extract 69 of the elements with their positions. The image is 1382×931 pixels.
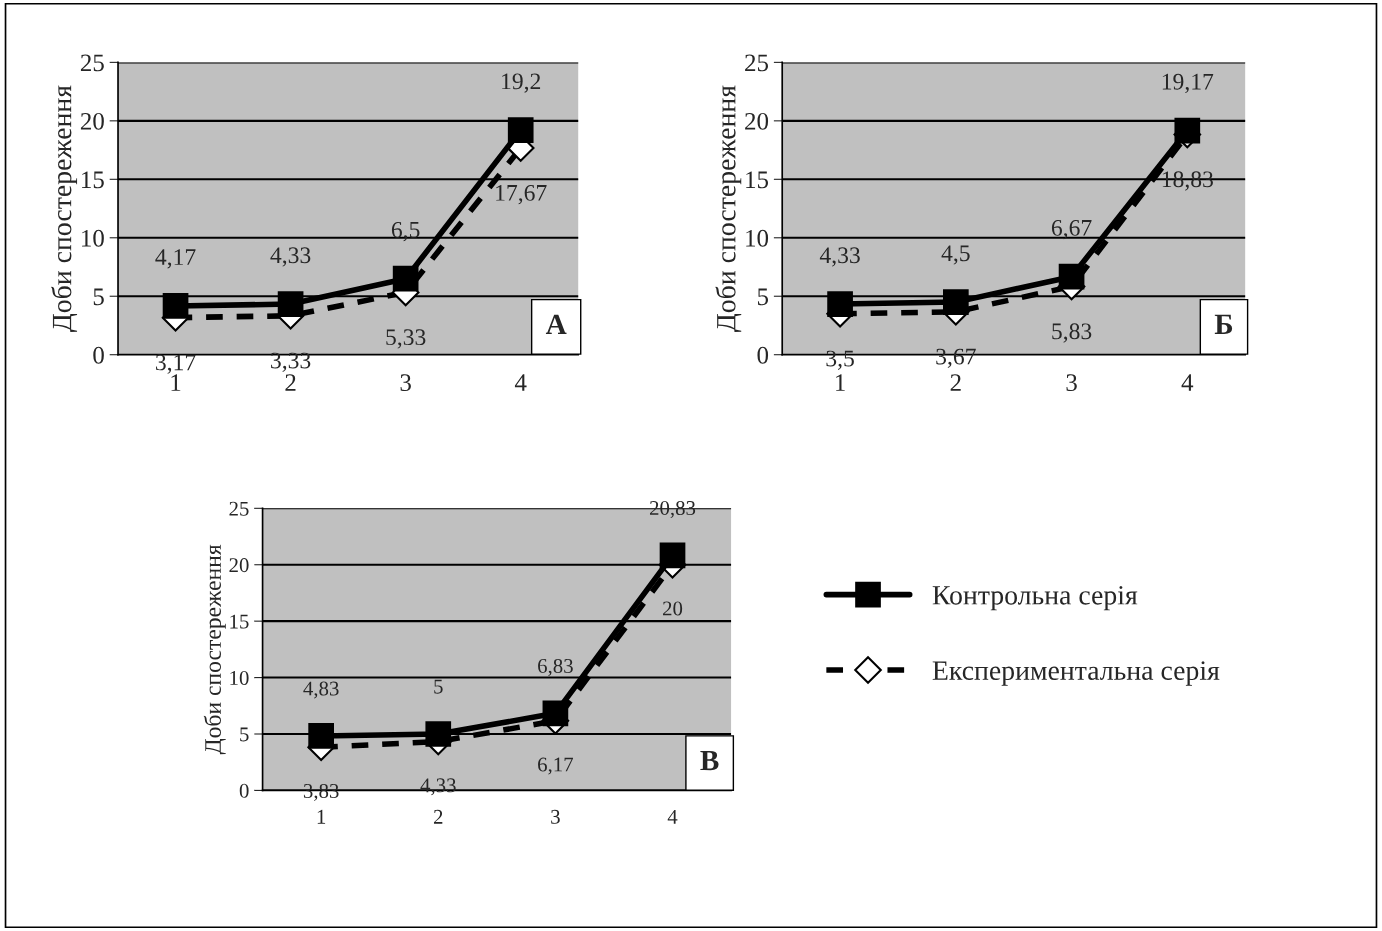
- point: [162, 293, 189, 319]
- data-label: 6,5: [391, 221, 420, 242]
- data-label: 19,17: [1162, 73, 1214, 94]
- x-tick-label: 2: [285, 374, 296, 391]
- y-tick-label: 5: [757, 288, 769, 306]
- point: [392, 265, 419, 292]
- y-tick-label: 25: [745, 54, 769, 72]
- data-label: 5,83: [1052, 323, 1092, 343]
- annotation: А: [545, 314, 567, 334]
- y-tick-label: 25: [229, 501, 249, 516]
- y-tick-label: 10: [746, 229, 769, 247]
- legend-label: Контрольна серія: [932, 585, 1138, 611]
- point: [308, 723, 334, 749]
- y-tick-label: 25: [80, 54, 104, 72]
- point: [942, 289, 969, 315]
- y-axis-title: Доби спостереження: [715, 85, 742, 332]
- point: [425, 721, 452, 747]
- y-tick-label: 10: [82, 229, 104, 247]
- y-tick-label: 0: [239, 783, 249, 798]
- data-label: 19,2: [502, 73, 541, 93]
- y-tick-label: 15: [82, 171, 104, 189]
- data-label: 3,17: [156, 354, 196, 374]
- point: [277, 291, 304, 317]
- data-label: 3,5: [826, 350, 854, 370]
- x-tick-label: 4: [514, 374, 527, 391]
- x-tick-label: 1: [171, 374, 181, 391]
- data-label: 6,83: [538, 658, 573, 677]
- x-tick-label: 4: [1181, 374, 1194, 391]
- y-axis-title: Доби спостереження: [51, 85, 78, 332]
- data-label: 4,83: [303, 681, 339, 699]
- y-tick-label: 20: [745, 112, 769, 130]
- x-tick-label: 1: [317, 809, 326, 824]
- point: [507, 117, 534, 144]
- point: [659, 542, 686, 569]
- annotation: Б: [1214, 314, 1233, 334]
- legend-label: Експериментальна серія: [932, 661, 1220, 686]
- y-tick-label: 15: [746, 171, 769, 189]
- y-tick-label: 20: [80, 112, 104, 130]
- x-tick-label: 2: [433, 809, 443, 824]
- y-tick-label: 5: [93, 288, 104, 306]
- point: [1058, 263, 1085, 290]
- y-tick-label: 15: [230, 614, 249, 629]
- y-tick-label: 20: [229, 558, 249, 573]
- point: [827, 291, 853, 317]
- data-label: 6,67: [1051, 219, 1092, 240]
- point: [1174, 117, 1201, 144]
- y-tick-label: 10: [230, 670, 249, 686]
- data-label: 20: [663, 601, 683, 616]
- x-tick-label: 1: [836, 374, 845, 391]
- data-label: 4,33: [270, 247, 311, 267]
- data-label: 6,17: [538, 757, 574, 775]
- x-tick-label: 3: [551, 809, 560, 824]
- y-tick-label: 5: [240, 727, 249, 742]
- data-label: 4,33: [819, 247, 860, 267]
- data-label: 4,5: [941, 245, 970, 265]
- y-tick-label: 0: [757, 346, 769, 364]
- annotation: В: [700, 751, 719, 771]
- data-label: 4,17: [155, 249, 196, 269]
- x-tick-label: 3: [1066, 374, 1077, 392]
- x-tick-label: 2: [950, 374, 961, 391]
- data-label: 3,33: [271, 352, 311, 372]
- y-tick-label: 0: [93, 346, 104, 364]
- data-label: 5: [434, 679, 443, 694]
- y-axis-title: Доби спостереження: [203, 544, 226, 755]
- data-label: 5,33: [386, 329, 426, 349]
- point: [542, 700, 569, 727]
- x-tick-label: 4: [667, 809, 678, 824]
- data-label: 17,67: [496, 184, 547, 205]
- x-tick-label: 3: [400, 374, 411, 392]
